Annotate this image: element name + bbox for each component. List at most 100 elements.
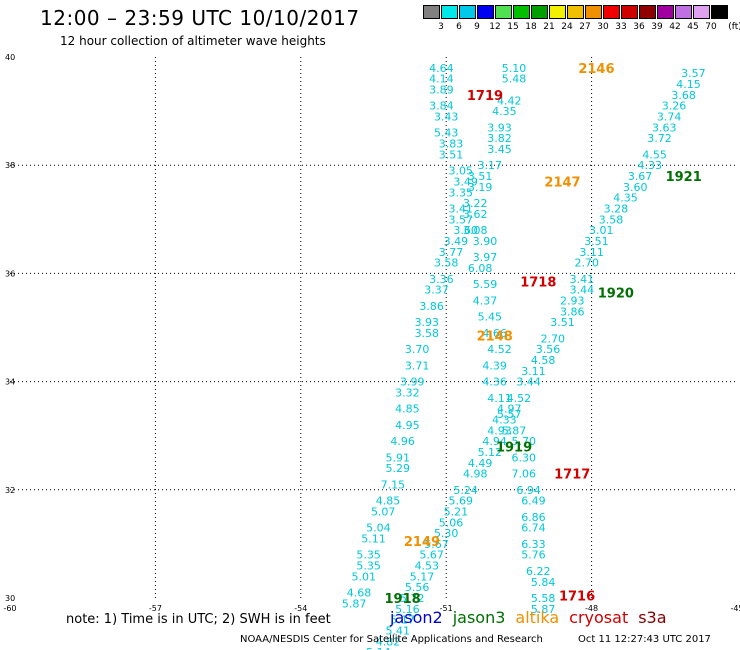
wave-height-value: 3.41 — [448, 202, 473, 215]
scale-swatch — [693, 5, 710, 19]
scale-swatch — [423, 5, 440, 19]
scale-swatch — [477, 5, 494, 19]
wave-height-value: 2.93 — [560, 294, 585, 307]
wave-height-value: 5.67 — [419, 549, 444, 562]
y-tick-label: 38 — [5, 161, 15, 170]
x-tick-label: -57 — [149, 604, 162, 613]
footer-timestamp: Oct 11 12:27:43 UTC 2017 — [578, 634, 711, 645]
wave-height-value: 5.14 — [366, 646, 391, 650]
wave-height-value: 4.55 — [642, 148, 667, 161]
y-tick-label: 30 — [5, 594, 15, 603]
wave-height-value: 3.11 — [579, 246, 604, 259]
wave-height-value: 6.49 — [521, 495, 546, 508]
scale-label: 45 — [687, 22, 699, 32]
wave-height-value: 3.93 — [415, 316, 440, 329]
wave-height-value: 5.70 — [511, 435, 536, 448]
wave-height-value: 3.77 — [439, 246, 464, 259]
wave-height-value: 4.52 — [487, 343, 512, 356]
scale-label: 9 — [474, 22, 480, 32]
wave-height-value: 3.62 — [463, 208, 488, 221]
scale-swatch — [621, 5, 638, 19]
wave-height-value: 4.15 — [676, 78, 701, 91]
wave-height-value: 6.22 — [526, 565, 551, 578]
wave-height-value: 3.70 — [405, 343, 430, 356]
satellite-legend: jason2 jason3 altika cryosat s3a — [390, 608, 677, 627]
scale-swatch — [657, 5, 674, 19]
wave-height-value: 4.64 — [429, 62, 454, 75]
wave-height-value: 7.06 — [511, 468, 536, 481]
scale-label: 36 — [633, 22, 645, 32]
wave-height-value: 3.32 — [395, 386, 420, 399]
wave-height-value: 3.44 — [570, 284, 595, 297]
wave-height-value: 3.49 — [444, 235, 469, 248]
wave-height-value: 3.82 — [487, 132, 512, 145]
wave-height-value: 3.58 — [599, 213, 624, 226]
wave-height-value: 5.41 — [385, 624, 410, 637]
wave-height-value: 6.33 — [521, 538, 546, 551]
wave-height-value: 4.52 — [507, 392, 532, 405]
wave-height-value: 5.30 — [434, 527, 459, 540]
wave-height-value: 4.93 — [487, 424, 512, 437]
wave-height-value: 4.58 — [531, 354, 556, 367]
x-tick-label: -54 — [294, 604, 307, 613]
wave-height-value: 5.67 — [424, 538, 449, 551]
wave-height-value: 3.45 — [487, 143, 512, 156]
wave-height-value: 5.87 — [531, 603, 556, 616]
wave-height-value: 3.89 — [429, 83, 454, 96]
wave-height-value: 5.16 — [395, 603, 420, 616]
wave-height-value: 5.84 — [531, 576, 556, 589]
y-tick-label: 32 — [5, 486, 15, 495]
scale-label: 3 — [438, 22, 444, 32]
wave-height-value: 3.74 — [657, 111, 682, 124]
scale-unit: (ft) — [728, 22, 740, 32]
scale-swatch — [459, 5, 476, 19]
page-title: 12:00 – 23:59 UTC 10/10/2017 — [40, 6, 360, 30]
wave-height-value: 4.85 — [395, 403, 420, 416]
legend-cryosat: cryosat — [569, 608, 629, 627]
wave-height-value: 4.42 — [497, 94, 522, 107]
wave-height-value: 6.08 — [468, 262, 493, 275]
scale-label: 18 — [525, 22, 537, 32]
wave-height-value: 3.90 — [473, 235, 498, 248]
wave-height-value: 3.35 — [448, 186, 473, 199]
wave-height-value: 5.87 — [502, 424, 527, 437]
scale-label: 21 — [543, 22, 555, 32]
scale-swatch — [495, 5, 512, 19]
wave-height-value: 3.58 — [434, 257, 459, 270]
wave-height-value: 5.35 — [356, 549, 381, 562]
wave-height-value: 3.28 — [604, 202, 629, 215]
wave-height-value: 3.43 — [434, 111, 459, 124]
scale-label: 33 — [615, 22, 627, 32]
wave-height-value: 3.56 — [536, 343, 561, 356]
wave-height-value: 7.15 — [381, 478, 406, 491]
scale-swatch — [639, 5, 656, 19]
wave-height-value: 3.51 — [584, 235, 609, 248]
wave-height-value: 5.10 — [502, 62, 527, 75]
wave-height-value: 3.51 — [468, 170, 493, 183]
pass-time-label: 1719 — [467, 89, 503, 104]
wave-height-value: 3.97 — [473, 251, 498, 264]
scale-swatch — [441, 5, 458, 19]
scale-label: 27 — [579, 22, 591, 32]
wave-height-value: 4.49 — [468, 457, 493, 470]
wave-height-value: 3.49 — [453, 175, 478, 188]
wave-height-value: 4.33 — [492, 413, 517, 426]
scale-label: 70 — [705, 22, 717, 32]
wave-height-value: 4.35 — [492, 105, 517, 118]
wave-height-value: 3.60 — [453, 224, 478, 237]
wave-height-value: 2.70 — [541, 332, 566, 345]
x-tick-label: -60 — [3, 604, 16, 613]
page-subtitle: 12 hour collection of altimeter wave hei… — [60, 34, 326, 48]
scale-label: 15 — [507, 22, 519, 32]
units-note: note: 1) Time is in UTC; 2) SWH is in fe… — [66, 612, 331, 627]
wave-height-value: 5.07 — [371, 505, 396, 518]
wave-height-value: 3.51 — [550, 316, 575, 329]
wave-height-value: 3.41 — [570, 273, 595, 286]
wave-height-value: 3.99 — [400, 376, 425, 389]
wave-height-value: 5.72 — [400, 592, 425, 605]
wave-height-value: 3.51 — [439, 148, 464, 161]
pass-time-label: 1716 — [559, 589, 595, 604]
wave-height-value: 2.70 — [575, 257, 600, 270]
wave-height-value: 5.04 — [366, 522, 391, 535]
